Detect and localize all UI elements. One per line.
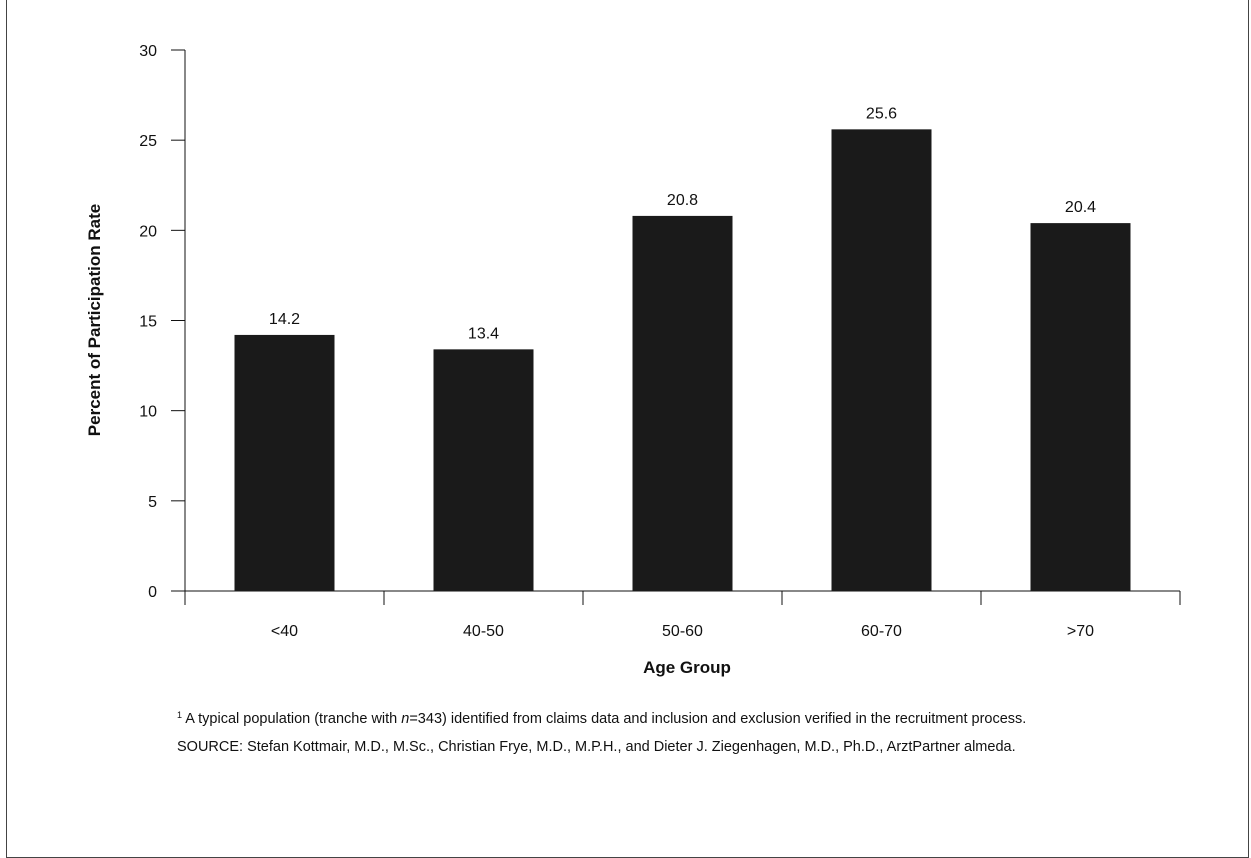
x-tick-label: >70 [1067,623,1094,640]
x-tick-label: 40-50 [463,623,504,640]
bar-data-label: 14.2 [269,311,300,328]
y-tick-label: 25 [139,133,157,150]
x-tick-label: 60-70 [861,623,902,640]
bar [234,334,335,591]
y-tick-label: 20 [139,223,157,240]
x-tick-label: <40 [271,623,298,640]
bar-data-label: 20.8 [667,192,698,209]
figure-notes: 1 A typical population (tranche with n=3… [177,706,1127,766]
bar-series [234,129,1131,591]
footnote-text-after: =343) identified from claims data and in… [409,711,1027,727]
y-tick-label: 10 [139,404,157,421]
bar [433,349,534,591]
bar-data-label: 20.4 [1065,199,1096,216]
bar [632,215,733,591]
bar-data-label: 25.6 [866,105,897,122]
y-tick-label: 0 [148,584,157,601]
x-tick-label: 50-60 [662,623,703,640]
footnote-n: n [401,711,410,727]
x-axis: <40 40-50 50-60 60-70 >70 [184,590,1181,640]
source-note: SOURCE: Stefan Kottmair, M.D., M.Sc., Ch… [177,739,1016,755]
footnote: 1 A typical population (tranche with n=3… [177,706,1127,729]
bar [1030,223,1131,591]
bar [831,129,932,591]
bar-data-label: 13.4 [468,325,499,342]
y-tick-label: 5 [148,494,157,511]
y-tick-label: 15 [139,314,157,331]
x-axis-title: Age Group [643,658,731,677]
y-tick-label: 30 [139,43,157,60]
footnote-text-before: A typical population (tranche with [182,711,402,727]
y-axis-title: Percent of Participation Rate [85,204,104,436]
data-labels: 14.2 13.4 20.8 25.6 20.4 [269,105,1096,342]
footnote-marker: 1 [177,710,183,720]
y-axis: 0 5 10 15 20 25 30 [139,43,186,601]
